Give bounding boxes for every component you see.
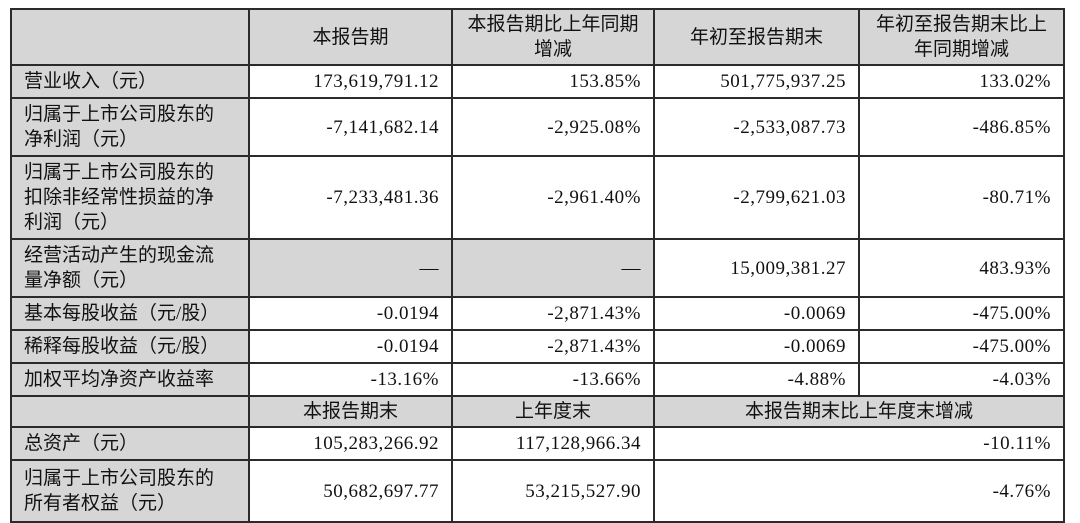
row-label: 营业收入（元）: [10, 64, 250, 99]
value-cell: -0.0194: [248, 296, 453, 331]
value-cell: -4.88%: [653, 362, 860, 397]
value-cell: -2,871.43%: [451, 329, 655, 364]
value-cell: -475.00%: [858, 329, 1065, 364]
value-cell: -2,871.43%: [451, 296, 655, 331]
header-blank-cell: [10, 395, 250, 428]
value-cell: -486.85%: [858, 97, 1065, 157]
header-ytd: 年初至报告期末: [653, 8, 860, 66]
value-cell: 117,128,966.34: [451, 426, 655, 461]
value-cell: -7,141,682.14: [248, 97, 453, 157]
value-cell: -0.0069: [653, 296, 860, 331]
table-row-total-assets: 总资产（元） 105,283,266.92 117,128,966.34 -10…: [10, 426, 1065, 461]
value-cell: -2,533,087.73: [653, 97, 860, 157]
table-row-weighted-avg-roe: 加权平均净资产收益率 -13.16% -13.66% -4.88% -4.03%: [10, 362, 1065, 397]
row-label: 经营活动产生的现金流量净额（元）: [10, 238, 250, 298]
financial-summary-table: 本报告期 本报告期比上年同期增减 年初至报告期末 年初至报告期末比上年同期增减 …: [10, 8, 1065, 523]
row-label: 归属于上市公司股东的扣除非经常性损益的净利润（元）: [10, 155, 250, 240]
value-cell: 501,775,937.25: [653, 64, 860, 99]
header-ytd-yoy-change: 年初至报告期末比上年同期增减: [858, 8, 1065, 66]
row-label: 归属于上市公司股东的净利润（元）: [10, 97, 250, 157]
value-cell: -475.00%: [858, 296, 1065, 331]
value-cell: -4.03%: [858, 362, 1065, 397]
header-current-period: 本报告期: [248, 8, 453, 66]
table-row-net-profit: 归属于上市公司股东的净利润（元） -7,141,682.14 -2,925.08…: [10, 97, 1065, 157]
table-row-revenue: 营业收入（元） 173,619,791.12 153.85% 501,775,9…: [10, 64, 1065, 99]
header-end-of-period: 本报告期末: [248, 395, 453, 428]
value-cell: -80.71%: [858, 155, 1065, 240]
value-cell: -0.0069: [653, 329, 860, 364]
header-row-period: 本报告期 本报告期比上年同期增减 年初至报告期末 年初至报告期末比上年同期增减: [10, 8, 1065, 66]
header-row-period-end: 本报告期末 上年度末 本报告期末比上年度末增减: [10, 395, 1065, 428]
table-row-equity: 归属于上市公司股东的所有者权益（元） 50,682,697.77 53,215,…: [10, 459, 1065, 523]
value-cell: 483.93%: [858, 238, 1065, 298]
value-cell-merged: -4.76%: [653, 459, 1065, 523]
row-label: 基本每股收益（元/股）: [10, 296, 250, 331]
value-cell: -2,799,621.03: [653, 155, 860, 240]
table-row-diluted-eps: 稀释每股收益（元/股） -0.0194 -2,871.43% -0.0069 -…: [10, 329, 1065, 364]
row-label: 稀释每股收益（元/股）: [10, 329, 250, 364]
value-cell: -2,925.08%: [451, 97, 655, 157]
value-cell: -7,233,481.36: [248, 155, 453, 240]
value-cell: 153.85%: [451, 64, 655, 99]
row-label: 总资产（元）: [10, 426, 250, 461]
table-row-net-profit-excl-nonrecurring: 归属于上市公司股东的扣除非经常性损益的净利润（元） -7,233,481.36 …: [10, 155, 1065, 240]
value-cell: 50,682,697.77: [248, 459, 453, 523]
value-cell: -13.66%: [451, 362, 655, 397]
value-cell: 15,009,381.27: [653, 238, 860, 298]
value-cell-merged: -10.11%: [653, 426, 1065, 461]
table-row-basic-eps: 基本每股收益（元/股） -0.0194 -2,871.43% -0.0069 -…: [10, 296, 1065, 331]
value-cell: -0.0194: [248, 329, 453, 364]
value-cell: 173,619,791.12: [248, 64, 453, 99]
value-cell: 53,215,527.90: [451, 459, 655, 523]
row-label: 归属于上市公司股东的所有者权益（元）: [10, 459, 250, 523]
value-cell: 133.02%: [858, 64, 1065, 99]
value-cell-dash: —: [451, 238, 655, 298]
value-cell: -2,961.40%: [451, 155, 655, 240]
header-end-of-prior-year: 上年度末: [451, 395, 655, 428]
header-period-yoy-change: 本报告期比上年同期增减: [451, 8, 655, 66]
row-label: 加权平均净资产收益率: [10, 362, 250, 397]
table-row-operating-cash-flow: 经营活动产生的现金流量净额（元） — — 15,009,381.27 483.9…: [10, 238, 1065, 298]
value-cell: -13.16%: [248, 362, 453, 397]
header-period-end-vs-prior-year: 本报告期末比上年度末增减: [653, 395, 1065, 428]
header-blank-cell: [10, 8, 250, 66]
value-cell: 105,283,266.92: [248, 426, 453, 461]
value-cell-dash: —: [248, 238, 453, 298]
